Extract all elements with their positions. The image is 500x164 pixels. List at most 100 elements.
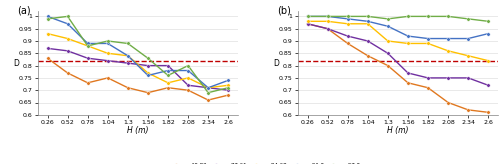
v=97.2: [344, 15, 350, 17]
v=84.68: [165, 82, 171, 84]
v=97.2: [125, 42, 131, 44]
v=97.2: [385, 18, 391, 20]
v=91.2: [405, 35, 411, 37]
v=91.2: [84, 42, 90, 44]
v=97.2: [84, 45, 90, 47]
v=49.83: [465, 109, 471, 111]
v=77.61: [125, 62, 131, 64]
v=97.2: [365, 15, 371, 17]
v=49.83: [405, 82, 411, 84]
Line: v=77.61: v=77.61: [46, 47, 230, 92]
v=84.68: [425, 42, 431, 44]
v=84.68: [64, 38, 70, 40]
v=77.61: [225, 89, 231, 91]
v=84.68: [44, 33, 51, 35]
v=49.83: [205, 99, 211, 101]
v=77.61: [465, 77, 471, 79]
v=77.61: [205, 87, 211, 89]
v=84.68: [205, 87, 211, 89]
v=84.68: [304, 20, 310, 22]
v=91.2: [385, 25, 391, 27]
v=77.61: [485, 84, 491, 86]
v=84.68: [125, 55, 131, 57]
v=97.2: [445, 15, 451, 17]
v=77.61: [385, 52, 391, 54]
v=49.83: [485, 111, 491, 113]
v=84.68: [385, 40, 391, 42]
v=84.68: [465, 55, 471, 57]
X-axis label: H (m): H (m): [127, 126, 148, 135]
Line: v=97.2: v=97.2: [46, 15, 230, 94]
v=97.2: [205, 92, 211, 94]
v=91.2: [365, 20, 371, 22]
v=84.68: [225, 84, 231, 86]
v=49.83: [385, 65, 391, 67]
v=77.61: [405, 72, 411, 74]
Y-axis label: D: D: [13, 59, 19, 68]
v=49.83: [425, 87, 431, 89]
v=91.2: [205, 87, 211, 89]
v=97.2: [465, 18, 471, 20]
v=49.83: [324, 28, 330, 30]
v=49.83: [445, 102, 451, 103]
v=49.83: [365, 55, 371, 57]
Y-axis label: D: D: [273, 59, 279, 68]
v=84.68: [84, 45, 90, 47]
v=49.83: [145, 92, 151, 94]
v=91.2: [465, 38, 471, 40]
v=49.83: [344, 42, 350, 44]
v=97.2: [165, 74, 171, 76]
v=49.83: [105, 77, 111, 79]
v=91.2: [485, 33, 491, 35]
v=91.2: [304, 15, 310, 17]
v=77.61: [324, 28, 330, 30]
Line: v=91.2: v=91.2: [306, 15, 490, 40]
v=77.61: [425, 77, 431, 79]
v=77.61: [145, 65, 151, 67]
v=97.2: [485, 20, 491, 22]
Text: (b): (b): [278, 5, 291, 15]
Text: (a): (a): [18, 5, 31, 15]
v=97.2: [405, 15, 411, 17]
v=97.2: [425, 15, 431, 17]
v=97.2: [324, 15, 330, 17]
v=97.2: [304, 15, 310, 17]
v=97.2: [44, 18, 51, 20]
v=77.61: [304, 23, 310, 25]
v=84.68: [485, 60, 491, 62]
v=77.61: [344, 35, 350, 37]
v=97.2: [185, 65, 191, 67]
Line: v=84.68: v=84.68: [306, 20, 490, 62]
v=84.68: [145, 72, 151, 74]
v=97.2: [105, 40, 111, 42]
v=77.61: [365, 40, 371, 42]
v=84.68: [344, 23, 350, 25]
v=91.2: [165, 70, 171, 72]
v=49.83: [304, 23, 310, 25]
v=91.2: [445, 38, 451, 40]
v=97.2: [225, 87, 231, 89]
v=84.68: [365, 23, 371, 25]
v=49.83: [64, 72, 70, 74]
Line: v=91.2: v=91.2: [46, 15, 230, 90]
v=91.2: [64, 23, 70, 25]
v=84.68: [445, 50, 451, 52]
v=49.83: [165, 87, 171, 89]
Line: v=97.2: v=97.2: [306, 15, 490, 23]
v=49.83: [44, 57, 51, 59]
v=77.61: [84, 57, 90, 59]
v=91.2: [344, 18, 350, 20]
v=77.61: [165, 65, 171, 67]
Line: v=84.68: v=84.68: [46, 32, 230, 90]
v=91.2: [125, 55, 131, 57]
v=77.61: [445, 77, 451, 79]
v=91.2: [105, 42, 111, 44]
Line: v=49.83: v=49.83: [306, 22, 490, 114]
v=91.2: [425, 38, 431, 40]
v=91.2: [44, 15, 51, 17]
v=84.68: [105, 52, 111, 54]
v=91.2: [185, 70, 191, 72]
Legend: v=49.83, v=77.61, v=84.68, v=91.2, v=97.2: v=49.83, v=77.61, v=84.68, v=91.2, v=97.…: [168, 161, 364, 164]
v=97.2: [145, 57, 151, 59]
v=91.2: [324, 15, 330, 17]
